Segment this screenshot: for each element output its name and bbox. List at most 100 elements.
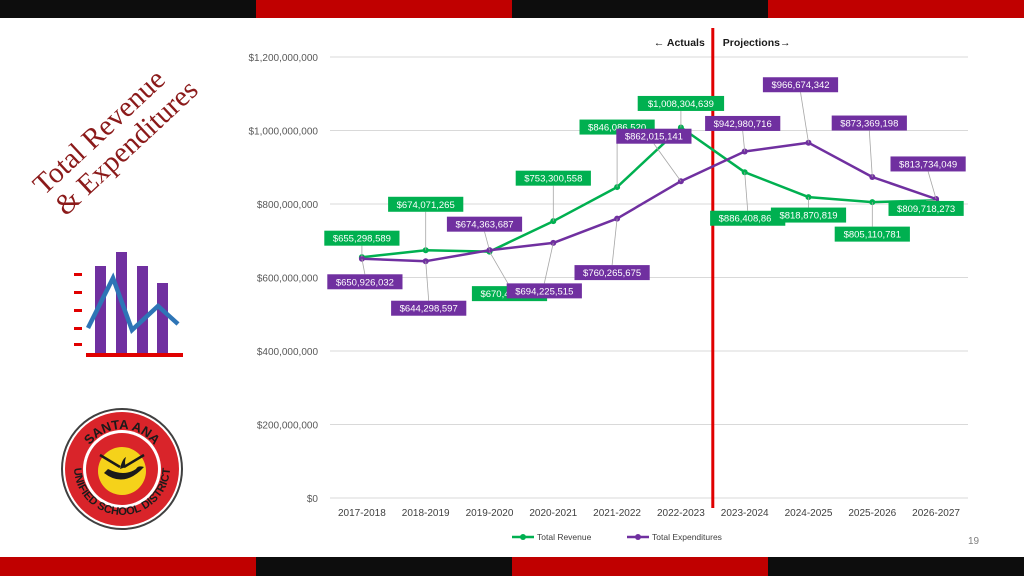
chart-series [358, 124, 940, 265]
data-label-leader [653, 143, 682, 182]
data-label: $813,734,049 [899, 159, 957, 170]
data-label-box [834, 226, 910, 242]
data-label-leader [361, 258, 366, 275]
data-label-leader [868, 130, 873, 178]
x-tick-label: 2017-2018 [338, 508, 386, 519]
x-tick-label: 2024-2025 [785, 508, 833, 519]
top-band-segment-black [0, 0, 256, 18]
x-tick-label: 2019-2020 [466, 508, 514, 519]
data-label-leader [927, 171, 937, 200]
bottom-band-segment-red [0, 557, 256, 576]
data-label: $655,298,589 [333, 234, 391, 245]
chart-data-labels: $655,298,589$674,071,265$670,402,985$753… [324, 77, 966, 316]
data-label-box [515, 170, 591, 186]
actuals-label-text: Actuals [667, 37, 705, 49]
x-tick-label: 2023-2024 [721, 508, 769, 519]
data-label: $862,015,141 [625, 132, 683, 143]
x-tick-label: 2020-2021 [529, 508, 577, 519]
data-label-box [637, 95, 725, 111]
data-label-leader [543, 242, 554, 284]
chart-legend: Total Revenue Total Expenditures [512, 532, 722, 542]
x-axis-tick-labels: 2017-2018 2018-2019 2019-2020 2020-2021 2021… [338, 508, 960, 519]
data-label-box [506, 283, 582, 299]
y-tick-label: $1,000,000,000 [248, 127, 318, 138]
x-tick-label: 2026-2027 [912, 508, 960, 519]
data-label-leader [800, 92, 809, 143]
data-label-box [327, 274, 403, 290]
data-label: $846,086,520 [588, 123, 646, 134]
y-tick-label: $200,000,000 [257, 421, 319, 432]
data-label: $674,363,687 [455, 220, 513, 231]
data-label: $966,674,342 [771, 80, 829, 91]
legend-entry: Total Expenditures [652, 532, 722, 542]
page-number: 19 [968, 536, 980, 547]
right-arrow-icon: → [780, 37, 791, 49]
data-label: $886,408,861 [719, 214, 777, 225]
x-tick-label: 2022-2023 [657, 508, 705, 519]
bottom-decorative-band [0, 557, 1024, 576]
data-label: $644,298,597 [400, 304, 458, 315]
projections-label-text: Projections [723, 37, 780, 49]
data-point [677, 178, 684, 185]
x-tick-label: 2021-2022 [593, 508, 641, 519]
y-tick-label: $600,000,000 [257, 274, 319, 285]
top-band-segment-black [512, 0, 768, 18]
data-label-box [890, 156, 966, 172]
data-label-box [324, 230, 400, 246]
data-label-leader [611, 218, 618, 266]
data-label-box [831, 115, 907, 131]
y-tick-label: $800,000,000 [257, 200, 319, 211]
data-label-leader [744, 172, 749, 211]
data-label: $753,300,558 [524, 174, 582, 185]
data-label-box [388, 196, 464, 212]
santa-ana-usd-seal: SANTA ANA UNIFIED SCHOOL DISTRICT [61, 408, 183, 530]
data-label-leader [484, 231, 490, 251]
data-label-box [762, 77, 839, 93]
data-label: $674,071,265 [397, 200, 455, 211]
actuals-label: ← Actuals [654, 37, 705, 49]
data-label-box [888, 200, 964, 216]
data-label-box [574, 265, 650, 281]
x-tick-label: 2018-2019 [402, 508, 450, 519]
data-label-box [770, 207, 847, 223]
legend-swatch-marker [635, 534, 641, 540]
data-label-box [446, 216, 523, 232]
data-label-box [710, 210, 786, 226]
bottom-band-segment-black [768, 557, 1024, 576]
series-line-total-expenditures [361, 141, 937, 263]
y-tick-label: $400,000,000 [257, 347, 319, 358]
data-label: $942,980,716 [714, 119, 772, 130]
data-label-leader [742, 130, 746, 152]
top-decorative-band [0, 0, 1024, 18]
data-label-box [391, 300, 467, 316]
data-label: $650,926,032 [336, 277, 394, 288]
legend-swatch-marker [520, 534, 526, 540]
x-tick-label: 2025-2026 [848, 508, 896, 519]
data-label: $809,718,273 [897, 204, 955, 215]
slide-title: Total Revenue & Expenditures [27, 63, 204, 221]
data-label: $873,369,198 [840, 119, 898, 130]
data-label-leader [926, 200, 937, 202]
data-label: $805,110,781 [844, 230, 901, 241]
revenue-expenditures-chart: $0 $200,000,000 $400,000,000 $600,000,000 $8… [248, 28, 968, 542]
data-label: $760,265,675 [583, 268, 641, 279]
data-label-box [705, 115, 781, 131]
top-band-segment-red [256, 0, 512, 18]
projections-label: Projections→ [723, 37, 791, 49]
left-arrow-icon: ← [654, 37, 667, 49]
legend-entry: Total Revenue [537, 532, 592, 542]
data-label: $694,225,515 [515, 286, 573, 297]
bar-chart-icon [74, 252, 183, 357]
y-axis-tick-labels: $0 $200,000,000 $400,000,000 $600,000,000 $8… [248, 53, 318, 505]
series-line-total-revenue [361, 126, 937, 259]
top-band-segment-red [768, 0, 1024, 18]
bottom-band-segment-red [512, 557, 768, 576]
data-point [358, 255, 365, 262]
data-label: $1,008,304,639 [648, 99, 714, 110]
y-tick-label: $0 [307, 494, 319, 505]
data-label-leader [425, 261, 430, 301]
data-label: $818,870,819 [779, 211, 837, 222]
data-label-leader [489, 251, 510, 287]
y-tick-label: $1,200,000,000 [248, 53, 318, 64]
bottom-band-segment-black [256, 557, 512, 576]
